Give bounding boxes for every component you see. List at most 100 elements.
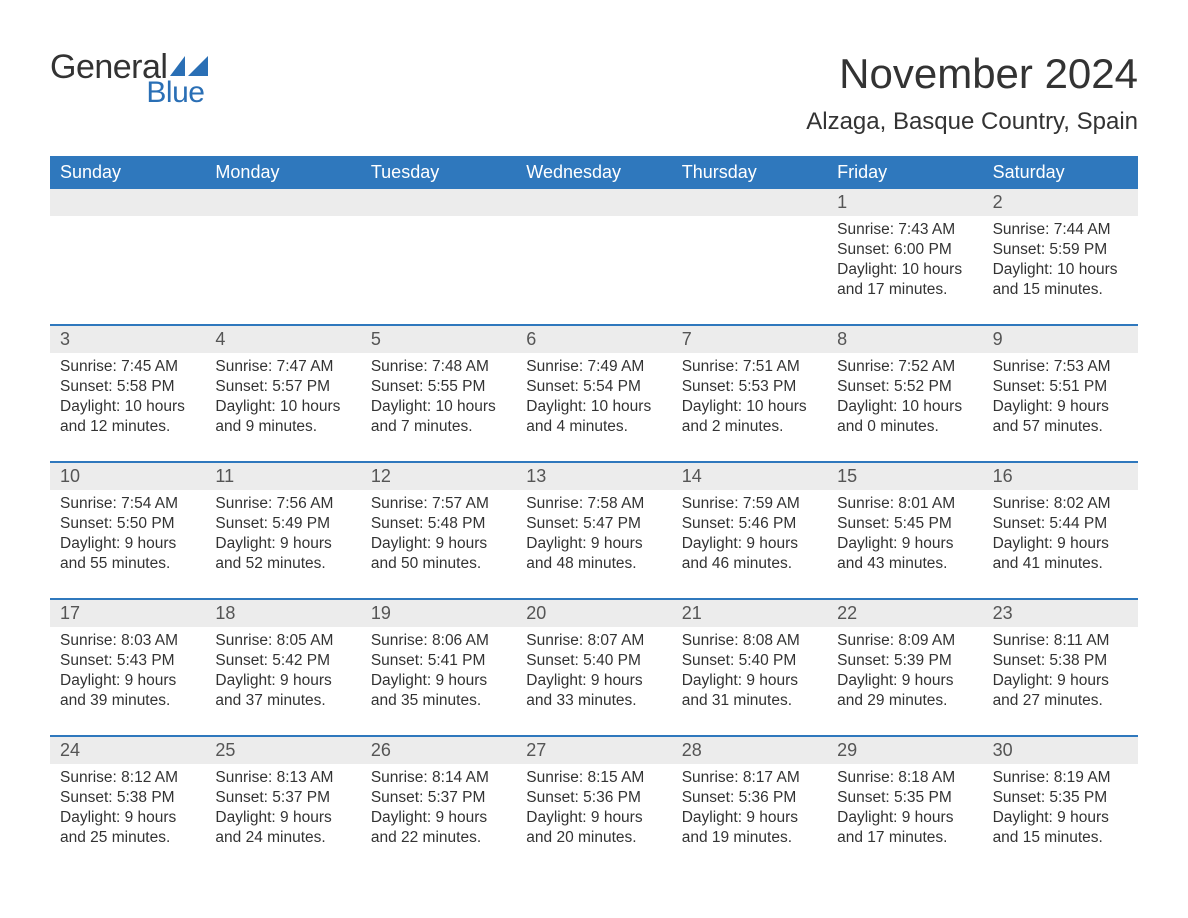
sunset-text: Sunset: 5:41 PM: [371, 651, 506, 671]
week-row: 17181920212223Sunrise: 8:03 AMSunset: 5:…: [50, 598, 1138, 735]
day-cell: Sunrise: 8:18 AMSunset: 5:35 PMDaylight:…: [827, 764, 982, 872]
daylight-text: Daylight: 9 hours and 20 minutes.: [526, 808, 661, 848]
day-cell: Sunrise: 8:01 AMSunset: 5:45 PMDaylight:…: [827, 490, 982, 598]
day-number: [205, 189, 360, 216]
daybody-row: Sunrise: 7:43 AMSunset: 6:00 PMDaylight:…: [50, 216, 1138, 324]
calendar: Sunday Monday Tuesday Wednesday Thursday…: [50, 156, 1138, 872]
day-cell: Sunrise: 8:12 AMSunset: 5:38 PMDaylight:…: [50, 764, 205, 872]
sunrise-text: Sunrise: 7:45 AM: [60, 357, 195, 377]
daylight-text: Daylight: 9 hours and 37 minutes.: [215, 671, 350, 711]
day-cell: Sunrise: 8:14 AMSunset: 5:37 PMDaylight:…: [361, 764, 516, 872]
day-number: 5: [361, 326, 516, 353]
daynum-row: 3456789: [50, 326, 1138, 353]
day-cell: Sunrise: 8:03 AMSunset: 5:43 PMDaylight:…: [50, 627, 205, 735]
daylight-text: Daylight: 9 hours and 35 minutes.: [371, 671, 506, 711]
sunset-text: Sunset: 5:36 PM: [682, 788, 817, 808]
daylight-text: Daylight: 9 hours and 25 minutes.: [60, 808, 195, 848]
sunset-text: Sunset: 5:50 PM: [60, 514, 195, 534]
day-number: 29: [827, 737, 982, 764]
weekday-header: Tuesday: [361, 156, 516, 189]
month-title: November 2024: [806, 50, 1138, 98]
daybody-row: Sunrise: 7:45 AMSunset: 5:58 PMDaylight:…: [50, 353, 1138, 461]
sunrise-text: Sunrise: 8:08 AM: [682, 631, 817, 651]
sunrise-text: Sunrise: 7:57 AM: [371, 494, 506, 514]
day-number: 22: [827, 600, 982, 627]
day-number: 2: [983, 189, 1138, 216]
day-cell: Sunrise: 8:08 AMSunset: 5:40 PMDaylight:…: [672, 627, 827, 735]
daylight-text: Daylight: 10 hours and 2 minutes.: [682, 397, 817, 437]
day-number: [361, 189, 516, 216]
week-row: 24252627282930Sunrise: 8:12 AMSunset: 5:…: [50, 735, 1138, 872]
daylight-text: Daylight: 9 hours and 52 minutes.: [215, 534, 350, 574]
day-cell: Sunrise: 7:54 AMSunset: 5:50 PMDaylight:…: [50, 490, 205, 598]
sunset-text: Sunset: 5:48 PM: [371, 514, 506, 534]
sunrise-text: Sunrise: 7:51 AM: [682, 357, 817, 377]
day-cell: Sunrise: 7:51 AMSunset: 5:53 PMDaylight:…: [672, 353, 827, 461]
sunrise-text: Sunrise: 7:47 AM: [215, 357, 350, 377]
daylight-text: Daylight: 9 hours and 27 minutes.: [993, 671, 1128, 711]
sunset-text: Sunset: 5:43 PM: [60, 651, 195, 671]
day-cell: [50, 216, 205, 324]
day-number: 1: [827, 189, 982, 216]
location-label: Alzaga, Basque Country, Spain: [806, 108, 1138, 136]
day-number: 26: [361, 737, 516, 764]
sunset-text: Sunset: 5:38 PM: [993, 651, 1128, 671]
day-number: 18: [205, 600, 360, 627]
sunrise-text: Sunrise: 8:19 AM: [993, 768, 1128, 788]
day-cell: [361, 216, 516, 324]
daylight-text: Daylight: 10 hours and 7 minutes.: [371, 397, 506, 437]
day-cell: Sunrise: 8:02 AMSunset: 5:44 PMDaylight:…: [983, 490, 1138, 598]
day-number: 21: [672, 600, 827, 627]
weekday-header-row: Sunday Monday Tuesday Wednesday Thursday…: [50, 156, 1138, 189]
sunrise-text: Sunrise: 8:18 AM: [837, 768, 972, 788]
sunset-text: Sunset: 5:57 PM: [215, 377, 350, 397]
day-number: 10: [50, 463, 205, 490]
day-cell: Sunrise: 7:49 AMSunset: 5:54 PMDaylight:…: [516, 353, 671, 461]
weekday-header: Wednesday: [516, 156, 671, 189]
day-number: 17: [50, 600, 205, 627]
sunrise-text: Sunrise: 8:17 AM: [682, 768, 817, 788]
daynum-row: 12: [50, 189, 1138, 216]
sunrise-text: Sunrise: 8:03 AM: [60, 631, 195, 651]
day-cell: Sunrise: 7:59 AMSunset: 5:46 PMDaylight:…: [672, 490, 827, 598]
day-number: 23: [983, 600, 1138, 627]
day-cell: Sunrise: 8:15 AMSunset: 5:36 PMDaylight:…: [516, 764, 671, 872]
sunrise-text: Sunrise: 7:43 AM: [837, 220, 972, 240]
sunrise-text: Sunrise: 7:54 AM: [60, 494, 195, 514]
day-number: 6: [516, 326, 671, 353]
day-cell: Sunrise: 8:06 AMSunset: 5:41 PMDaylight:…: [361, 627, 516, 735]
day-number: 27: [516, 737, 671, 764]
sunset-text: Sunset: 5:47 PM: [526, 514, 661, 534]
day-number: 4: [205, 326, 360, 353]
sunset-text: Sunset: 5:42 PM: [215, 651, 350, 671]
day-number: 8: [827, 326, 982, 353]
daylight-text: Daylight: 9 hours and 41 minutes.: [993, 534, 1128, 574]
week-row: 10111213141516Sunrise: 7:54 AMSunset: 5:…: [50, 461, 1138, 598]
sunset-text: Sunset: 5:44 PM: [993, 514, 1128, 534]
daybody-row: Sunrise: 8:12 AMSunset: 5:38 PMDaylight:…: [50, 764, 1138, 872]
week-row: 3456789Sunrise: 7:45 AMSunset: 5:58 PMDa…: [50, 324, 1138, 461]
sunset-text: Sunset: 5:55 PM: [371, 377, 506, 397]
day-cell: Sunrise: 8:11 AMSunset: 5:38 PMDaylight:…: [983, 627, 1138, 735]
daylight-text: Daylight: 9 hours and 24 minutes.: [215, 808, 350, 848]
sunrise-text: Sunrise: 8:12 AM: [60, 768, 195, 788]
daylight-text: Daylight: 9 hours and 22 minutes.: [371, 808, 506, 848]
day-cell: Sunrise: 8:13 AMSunset: 5:37 PMDaylight:…: [205, 764, 360, 872]
day-number: 24: [50, 737, 205, 764]
day-cell: Sunrise: 8:09 AMSunset: 5:39 PMDaylight:…: [827, 627, 982, 735]
sunset-text: Sunset: 5:35 PM: [993, 788, 1128, 808]
day-cell: Sunrise: 7:48 AMSunset: 5:55 PMDaylight:…: [361, 353, 516, 461]
day-number: 15: [827, 463, 982, 490]
day-number: 11: [205, 463, 360, 490]
sunrise-text: Sunrise: 8:15 AM: [526, 768, 661, 788]
sunset-text: Sunset: 5:40 PM: [526, 651, 661, 671]
daylight-text: Daylight: 9 hours and 43 minutes.: [837, 534, 972, 574]
sunset-text: Sunset: 6:00 PM: [837, 240, 972, 260]
daylight-text: Daylight: 9 hours and 57 minutes.: [993, 397, 1128, 437]
sunrise-text: Sunrise: 7:48 AM: [371, 357, 506, 377]
day-cell: [205, 216, 360, 324]
sunset-text: Sunset: 5:36 PM: [526, 788, 661, 808]
day-cell: Sunrise: 7:44 AMSunset: 5:59 PMDaylight:…: [983, 216, 1138, 324]
daylight-text: Daylight: 9 hours and 39 minutes.: [60, 671, 195, 711]
daylight-text: Daylight: 10 hours and 4 minutes.: [526, 397, 661, 437]
